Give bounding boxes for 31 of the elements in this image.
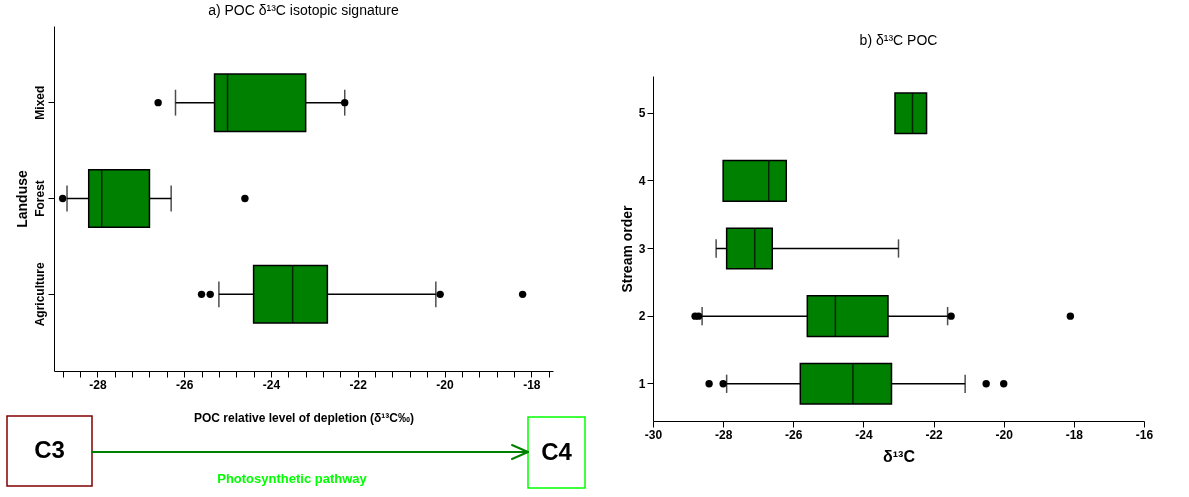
x-tick-label: -30 xyxy=(644,427,663,442)
y-tick-label: 5 xyxy=(638,106,646,121)
x-tick-label: -24 xyxy=(262,377,281,392)
y-tick-label: Agriculture xyxy=(32,262,47,327)
y-tick-label: 2 xyxy=(638,309,646,324)
y-tick-label: 4 xyxy=(638,173,646,188)
text: Photosynthetic pathway xyxy=(217,471,368,486)
x-tick-label: -24 xyxy=(855,427,873,442)
y-tick-label: Forest xyxy=(32,180,47,217)
x-tick-label: -26 xyxy=(176,377,194,392)
text: C4 xyxy=(541,437,573,465)
y-tick-label: Mixed xyxy=(32,85,47,120)
x-tick-label: -18 xyxy=(1065,427,1084,442)
y-axis-title: Landuse xyxy=(13,170,30,228)
x-tick-label: -22 xyxy=(925,427,944,442)
x-tick-label: -22 xyxy=(349,377,368,392)
y-tick-label: 1 xyxy=(638,376,646,391)
x-tick-label: -28 xyxy=(714,427,733,442)
x-tick-label: -28 xyxy=(89,377,107,392)
x-tick-label: -18 xyxy=(523,377,541,392)
chart-title: a) POC δ¹³C isotopic signature xyxy=(208,2,400,18)
x-tick-label: -20 xyxy=(436,377,455,392)
chart-title: b) δ¹³C POC xyxy=(859,32,938,48)
x-tick-label: -20 xyxy=(995,427,1014,442)
text: C3 xyxy=(34,436,65,463)
x-tick-label: -16 xyxy=(1135,427,1154,442)
y-axis-title: Stream order xyxy=(618,204,635,293)
y-tick-label: 3 xyxy=(638,241,646,256)
x-axis-title: δ¹³C xyxy=(883,447,916,465)
x-axis-title: POC relative level of depletion (δ¹³C‰) xyxy=(194,410,414,425)
x-tick-label: -26 xyxy=(785,427,803,442)
